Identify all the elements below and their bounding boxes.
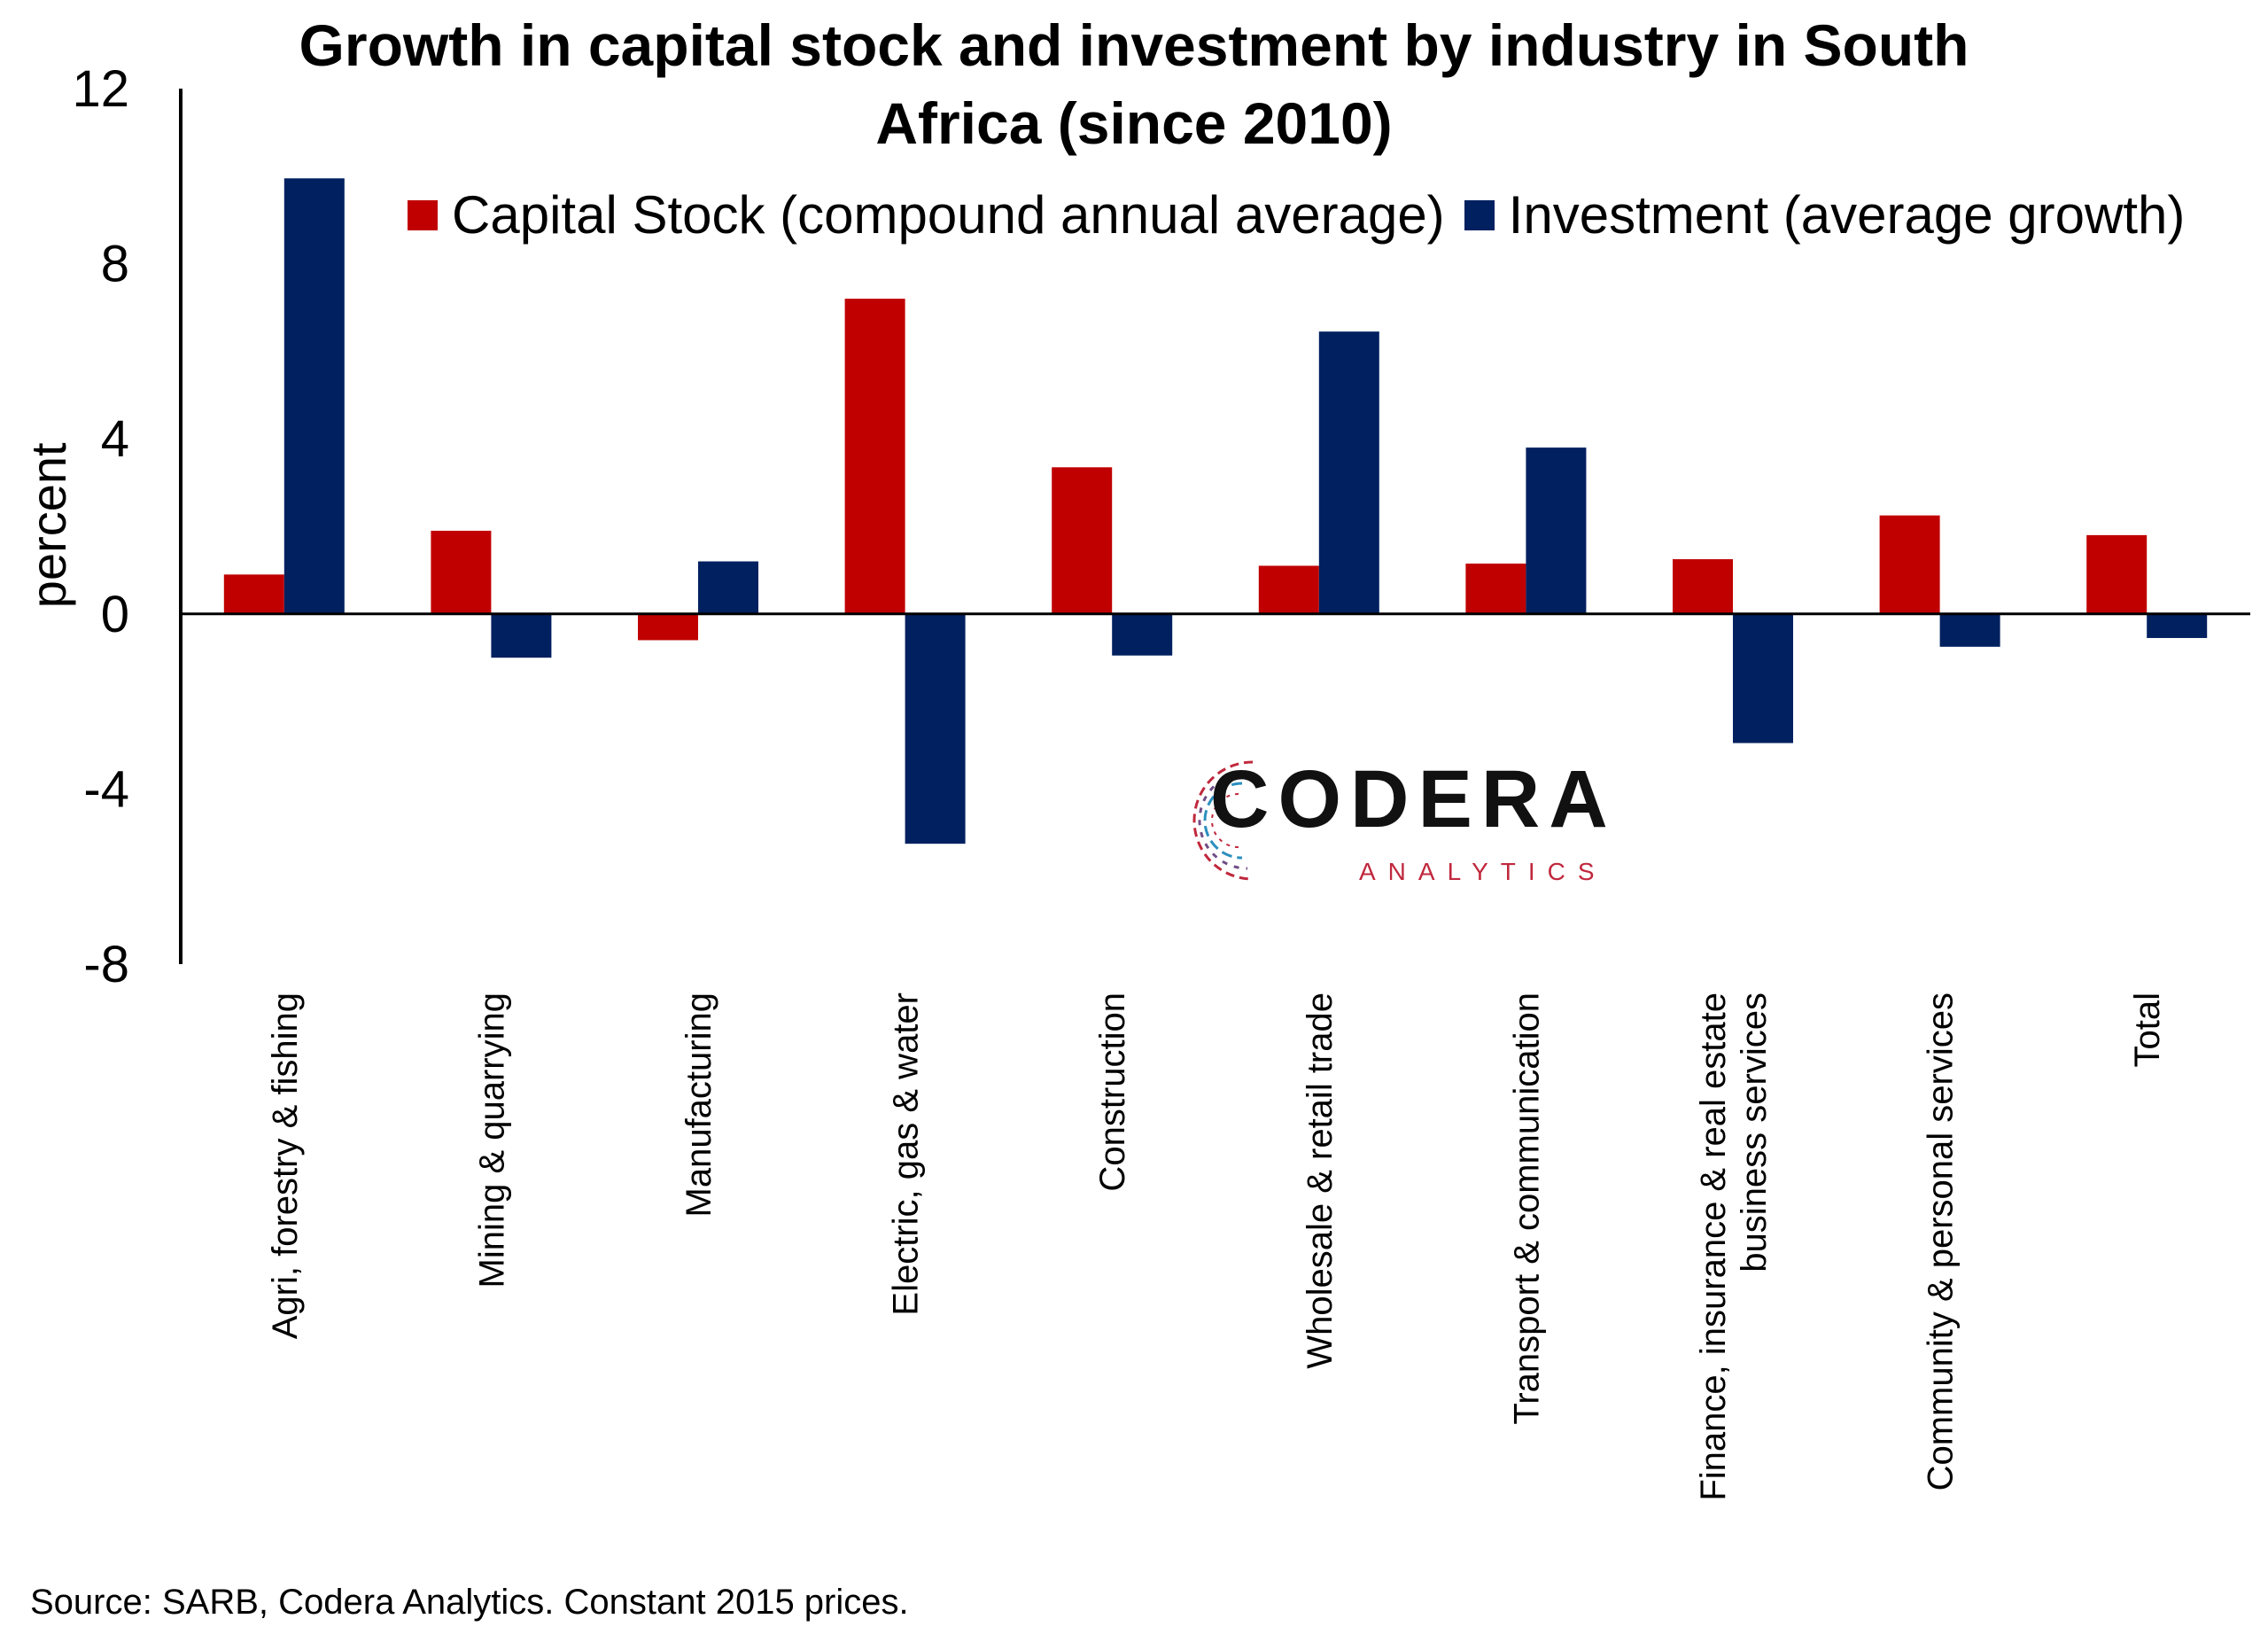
bar-investment <box>1939 613 2000 647</box>
y-axis-label: percent <box>20 442 76 608</box>
y-tick-label: 0 <box>101 586 129 643</box>
x-axis-tick-labels: Agri, forestry & fishing Mining & quarryi… <box>266 992 2167 1501</box>
codera-analytics-logo: CODERA ANALYTICS <box>1177 750 1608 891</box>
logo-subtitle-text: ANALYTICS <box>1359 858 1607 885</box>
logo-subtitle: ANALYTICS <box>1359 858 1607 886</box>
legend-item-capital-stock: Capital Stock (compound annual average) <box>408 184 1445 245</box>
y-tick-label: -4 <box>83 760 129 818</box>
x-tick-label: Agri, forestry & fishing <box>266 992 305 1339</box>
bar-capital-stock <box>223 574 284 614</box>
y-tick-label: -8 <box>83 936 129 993</box>
x-tick-label: Wholesale & retail trade <box>1301 992 1340 1369</box>
legend-swatch-capital-stock <box>408 199 438 230</box>
bar-capital-stock <box>431 530 492 614</box>
bar-investment <box>1733 613 1793 743</box>
bar-investment <box>284 178 345 614</box>
x-tick-label: Mining & quarrying <box>472 992 511 1288</box>
chart-title-line-1: Growth in capital stock and investment b… <box>299 12 1969 78</box>
bar-investment <box>1318 331 1379 614</box>
bar-capital-stock <box>1879 515 1940 614</box>
bar-investment <box>1112 613 1173 656</box>
x-tick-label: Manufacturing <box>680 992 718 1217</box>
legend-label-investment: Investment (average growth) <box>1508 185 2186 245</box>
bar-investment <box>2147 613 2208 638</box>
bars <box>223 178 2208 844</box>
bar-capital-stock <box>844 299 905 614</box>
x-tick-label: Transport & communication <box>1507 992 1546 1425</box>
legend-item-investment: Investment (average growth) <box>1464 184 2186 245</box>
bar-investment <box>1526 448 1587 614</box>
x-tick-label: Total <box>2128 992 2167 1068</box>
legend-label-capital-stock: Capital Stock (compound annual average) <box>452 185 1445 245</box>
x-tick-label: Community & personal services <box>1922 992 1961 1490</box>
legend: Capital Stock (compound annual average) … <box>408 184 2204 245</box>
logo-wordmark: CODERA <box>1210 754 1617 844</box>
bar-investment <box>491 613 552 658</box>
bar-capital-stock <box>1258 565 1319 614</box>
source-note: Source: SARB, Codera Analytics. Constant… <box>30 1583 909 1622</box>
bar-investment <box>905 613 966 844</box>
logo-circle-icon <box>1192 760 1254 881</box>
y-tick-label: 12 <box>72 60 129 118</box>
legend-swatch-investment <box>1464 199 1495 230</box>
bar-investment <box>698 561 758 614</box>
x-tick-label: Construction <box>1093 992 1132 1192</box>
bar-capital-stock <box>1673 559 1733 614</box>
x-tick-label: Electric, gas & water <box>887 992 926 1316</box>
y-axis-tick-labels: 12 8 4 0 -4 -8 <box>72 60 129 993</box>
bar-capital-stock <box>1465 563 1526 614</box>
chart-title-line-2: Africa (since 2010) <box>875 90 1393 156</box>
bar-capital-stock <box>638 613 698 641</box>
x-tick-label: business services <box>1735 992 1774 1273</box>
x-tick-label: Finance, insurance & real estate <box>1694 992 1733 1501</box>
bar-capital-stock <box>2086 534 2148 614</box>
bar-capital-stock <box>1052 467 1113 614</box>
y-tick-label: 8 <box>101 236 129 293</box>
y-tick-label: 4 <box>101 410 129 468</box>
